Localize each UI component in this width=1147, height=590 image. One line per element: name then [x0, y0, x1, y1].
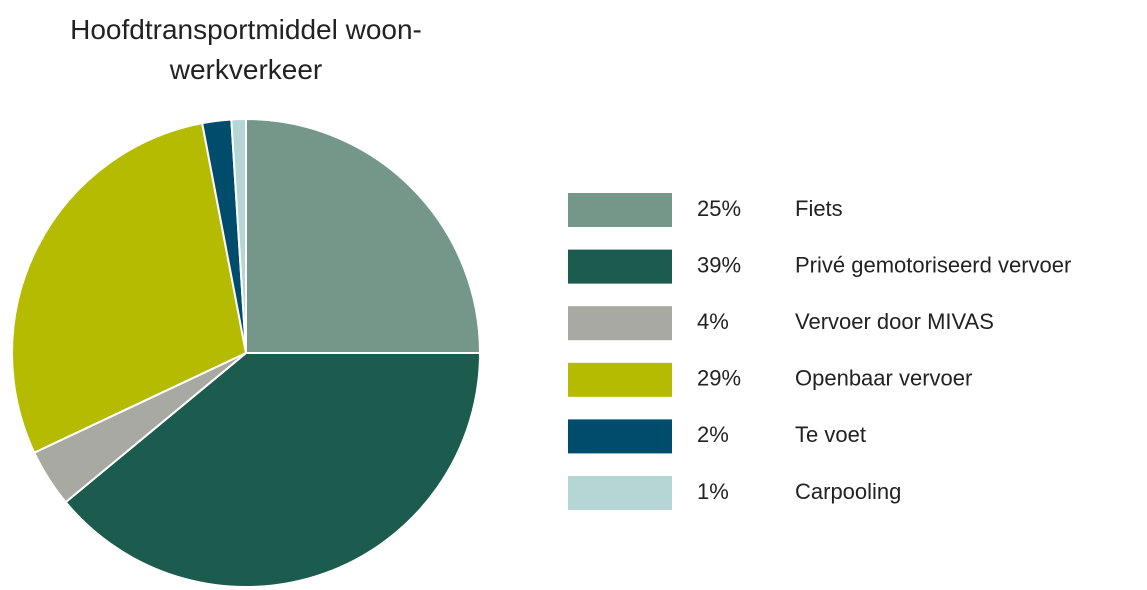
- legend-swatch: [568, 362, 672, 397]
- legend-swatch: [568, 419, 672, 454]
- legend-swatch: [568, 476, 672, 510]
- legend-label: Carpooling: [795, 479, 901, 504]
- legend-value: 29%: [697, 366, 741, 391]
- pie-slice: [64, 352, 482, 588]
- pie-slice: [11, 121, 248, 454]
- legend-value: 39%: [697, 252, 741, 277]
- legend-value: 2%: [697, 422, 729, 447]
- legend-label: Fiets: [795, 196, 843, 221]
- legend-swatch: [568, 193, 672, 227]
- legend-label: Privé gemotoriseerd vervoer: [795, 252, 1071, 277]
- pie-slice: [230, 117, 247, 354]
- legend-swatch: [568, 249, 672, 284]
- legend-label: Openbaar vervoer: [795, 366, 972, 391]
- pie-slice: [245, 117, 482, 354]
- chart-title: Hoofdtransportmiddel woon-werkverkeer: [70, 14, 422, 85]
- legend-value: 4%: [697, 309, 729, 334]
- legend-label: Vervoer door MIVAS: [795, 309, 994, 334]
- legend-value: 25%: [697, 196, 741, 221]
- legend-value: 1%: [697, 479, 729, 504]
- legend-label: Te voet: [795, 422, 866, 447]
- legend-swatch: [568, 306, 672, 341]
